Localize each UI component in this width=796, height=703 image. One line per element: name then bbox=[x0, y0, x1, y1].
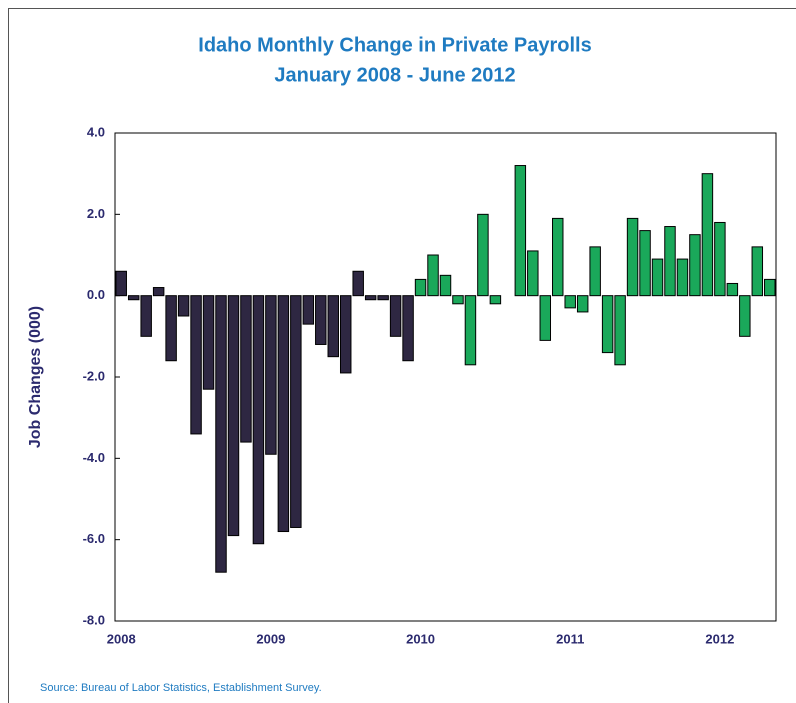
bar bbox=[701, 173, 714, 297]
source-note: Source: Bureau of Labor Statistics, Esta… bbox=[40, 682, 322, 694]
bar bbox=[290, 295, 302, 528]
y-axis-label: Job Changes (000) bbox=[27, 306, 44, 448]
bar bbox=[439, 274, 452, 297]
y-tick-label: -6.0 bbox=[83, 531, 105, 546]
bar bbox=[265, 295, 277, 455]
bar bbox=[589, 246, 601, 297]
bar bbox=[414, 278, 427, 297]
bar bbox=[190, 295, 202, 435]
bar bbox=[626, 217, 639, 297]
bar bbox=[477, 213, 489, 297]
bar bbox=[315, 295, 327, 345]
bar bbox=[177, 295, 190, 317]
bar bbox=[152, 287, 165, 297]
y-tick-label: -2.0 bbox=[83, 368, 105, 383]
bar bbox=[564, 295, 576, 309]
bar bbox=[689, 234, 701, 297]
bar bbox=[601, 295, 614, 354]
bar bbox=[527, 250, 539, 297]
bar bbox=[427, 254, 439, 297]
y-tick-label: 4.0 bbox=[87, 124, 105, 139]
bar bbox=[115, 270, 127, 297]
bar bbox=[202, 295, 215, 390]
bar bbox=[489, 295, 502, 305]
chart-title: Idaho Monthly Change in Private Payrolls bbox=[198, 34, 591, 56]
bar bbox=[452, 295, 464, 305]
frame bbox=[8, 8, 796, 703]
bar bbox=[402, 295, 414, 362]
bar bbox=[764, 278, 776, 297]
bar bbox=[140, 295, 152, 337]
y-tick-label: 0.0 bbox=[87, 287, 105, 302]
chart-subtitle: January 2008 - June 2012 bbox=[274, 64, 515, 86]
bar bbox=[377, 295, 389, 301]
bar bbox=[664, 226, 676, 297]
bar bbox=[352, 270, 364, 297]
bar bbox=[514, 165, 527, 297]
bar bbox=[389, 295, 402, 337]
bar bbox=[364, 295, 377, 301]
x-tick-label: 2008 bbox=[107, 631, 136, 646]
x-tick-label: 2010 bbox=[406, 631, 435, 646]
bar bbox=[302, 295, 315, 325]
x-tick-label: 2012 bbox=[705, 631, 734, 646]
bar bbox=[127, 295, 140, 301]
bar bbox=[227, 295, 240, 537]
bar bbox=[614, 295, 626, 366]
y-tick-label: -4.0 bbox=[83, 450, 105, 465]
bar bbox=[339, 295, 352, 374]
y-tick-label: 2.0 bbox=[87, 206, 105, 221]
bar bbox=[165, 295, 177, 362]
bar bbox=[651, 258, 664, 297]
bar bbox=[676, 258, 689, 297]
bar bbox=[726, 282, 739, 297]
bar bbox=[576, 295, 589, 313]
bar bbox=[327, 295, 339, 358]
bar bbox=[215, 295, 227, 573]
bar bbox=[539, 295, 552, 341]
bar bbox=[739, 295, 751, 337]
bar bbox=[639, 230, 651, 297]
bar bbox=[252, 295, 265, 545]
x-tick-label: 2009 bbox=[256, 631, 285, 646]
bar bbox=[552, 217, 564, 297]
y-tick-label: -8.0 bbox=[83, 612, 105, 627]
bar bbox=[714, 221, 726, 297]
x-tick-label: 2011 bbox=[556, 631, 584, 646]
bar bbox=[277, 295, 290, 533]
bar bbox=[240, 295, 252, 443]
bar bbox=[464, 295, 477, 366]
bar bbox=[751, 246, 764, 297]
